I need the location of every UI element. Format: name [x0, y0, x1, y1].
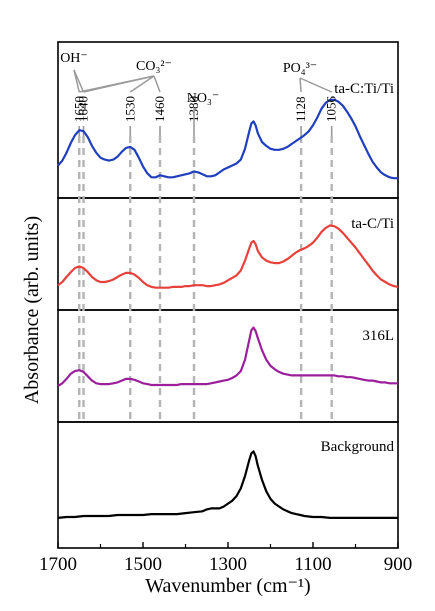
x-tick-label: 900 [384, 554, 413, 575]
x-tick-label: 1500 [124, 554, 162, 575]
peak-lines-layer [78, 126, 333, 422]
peak-label-1460: 1460 [152, 96, 167, 122]
panel-frame [57, 41, 399, 199]
group-label-1: CO₃²⁻ [136, 59, 172, 74]
group-connector [299, 77, 302, 93]
x-tick-label: 1700 [39, 554, 77, 575]
group-connector [299, 77, 333, 93]
peak-label-1640: 1640 [76, 96, 91, 122]
group-connector [153, 75, 161, 93]
series-line-background [57, 450, 398, 519]
series-layer [57, 98, 399, 519]
x-axis-title: Wavenumber (cm⁻¹) [145, 575, 310, 597]
group-connector [73, 69, 85, 93]
group-connector [129, 75, 155, 93]
peak-label-1056: 1056 [324, 96, 339, 123]
panel-label-316l: 316L [362, 328, 394, 344]
group-label-3: PO₄³⁻ [283, 61, 317, 76]
x-tick-label: 1100 [294, 554, 331, 575]
y-axis-title: Absorbance (arb. units) [21, 216, 43, 404]
series-line-ta-c-ti [57, 224, 399, 289]
peak-label-1128: 1128 [293, 96, 308, 122]
panel-frame [57, 197, 399, 311]
panel-label-ta-c-ti-ti: ta-C:Ti/Ti [334, 81, 394, 97]
group-label-0: OH⁻ [60, 51, 88, 66]
x-ticks-layer: 1700 1500 1300 1100 900 [39, 542, 412, 575]
group-label-2: NO₃⁻ [187, 91, 220, 106]
x-tick-label: 1300 [209, 554, 247, 575]
panel-frame [57, 309, 399, 423]
peak-label-1530: 1530 [122, 96, 137, 122]
group-connector [83, 75, 155, 93]
series-line-316l [57, 326, 398, 387]
panel-label-ta-c-ti: ta-C/Ti [351, 216, 394, 232]
panels-layer [57, 41, 399, 549]
labels-layer: 1650164015301460138011281056ta-C:Ti/Tita… [60, 51, 394, 455]
series-line-ta-c-ti-ti [57, 98, 398, 180]
peak-label-1650: 1650 [71, 96, 86, 122]
panel-label-background: Background [321, 439, 395, 455]
